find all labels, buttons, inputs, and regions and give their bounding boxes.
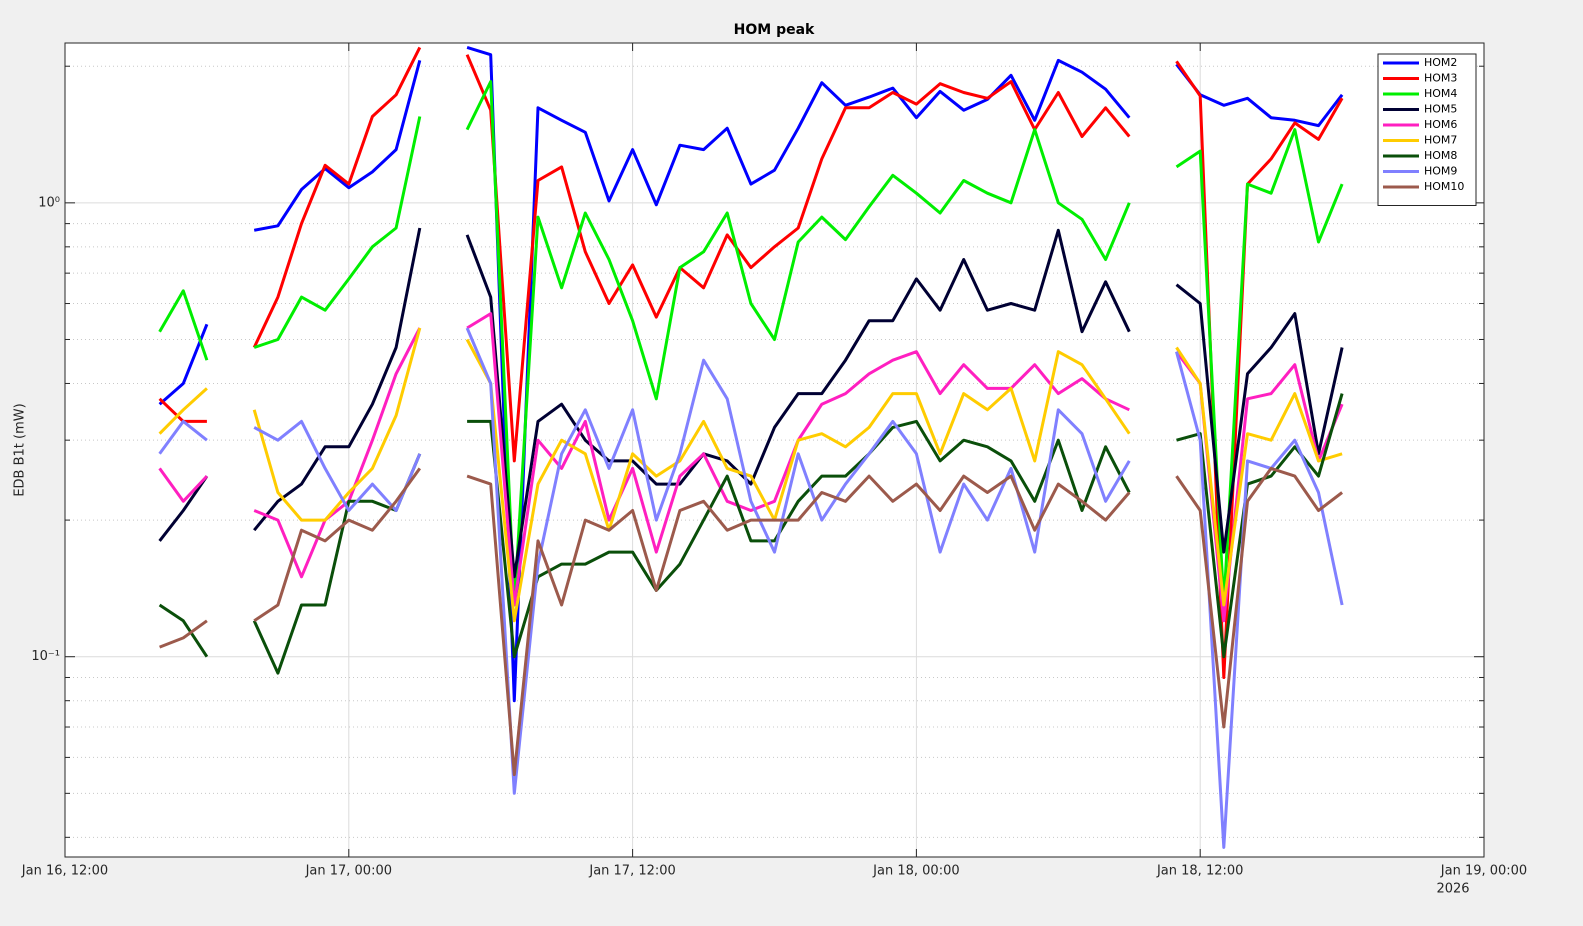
chart-title: HOM peak: [734, 22, 815, 38]
legend-label: HOM7: [1424, 134, 1457, 147]
legend-label: HOM4: [1424, 87, 1457, 100]
series-line: [158, 227, 1344, 579]
series-line: [159, 466, 1344, 777]
y-tick-label: 10⁰: [38, 195, 60, 210]
legend-label: HOM2: [1424, 56, 1457, 69]
x-tick-label: Jan 16, 12:00: [21, 864, 108, 879]
series-line: [158, 45, 1344, 703]
x-tick-label: Jan 17, 00:00: [305, 864, 392, 879]
series-line: [158, 327, 1343, 623]
x-tick-label: Jan 18, 00:00: [872, 864, 959, 879]
legend-label: HOM8: [1424, 149, 1457, 162]
legend-label: HOM9: [1424, 165, 1457, 178]
lines: [158, 45, 1344, 849]
series-line: [158, 393, 1344, 675]
legend-label: HOM3: [1424, 72, 1457, 85]
series-line: [158, 312, 1344, 623]
axes-background: [65, 43, 1484, 857]
legend-label: HOM10: [1424, 180, 1464, 193]
legend: HOM2 HOM3 HOM4 HOM5 HOM6 HOM7 HOM8 HOM9 HOM10: [1377, 53, 1477, 206]
x-tick-label: Jan 19, 00:00: [1440, 864, 1527, 879]
series-line: [158, 80, 1344, 607]
x-secondary-label: 2026: [1436, 882, 1469, 897]
x-tick-label: Jan 17, 12:00: [588, 864, 675, 879]
legend-label: HOM5: [1424, 103, 1457, 116]
legend-label: HOM6: [1424, 118, 1457, 131]
y-axis-label: EDB B1t (mW): [13, 403, 28, 496]
x-tick-label: Jan 18, 12:00: [1156, 864, 1243, 879]
y-tick-label: 10⁻¹: [31, 649, 60, 664]
ticks: Jan 16, 12:00 Jan 17, 00:00 Jan 17, 12:00 J…: [21, 43, 1527, 879]
axes-box: [64, 42, 1485, 858]
series-line: [158, 327, 1344, 849]
